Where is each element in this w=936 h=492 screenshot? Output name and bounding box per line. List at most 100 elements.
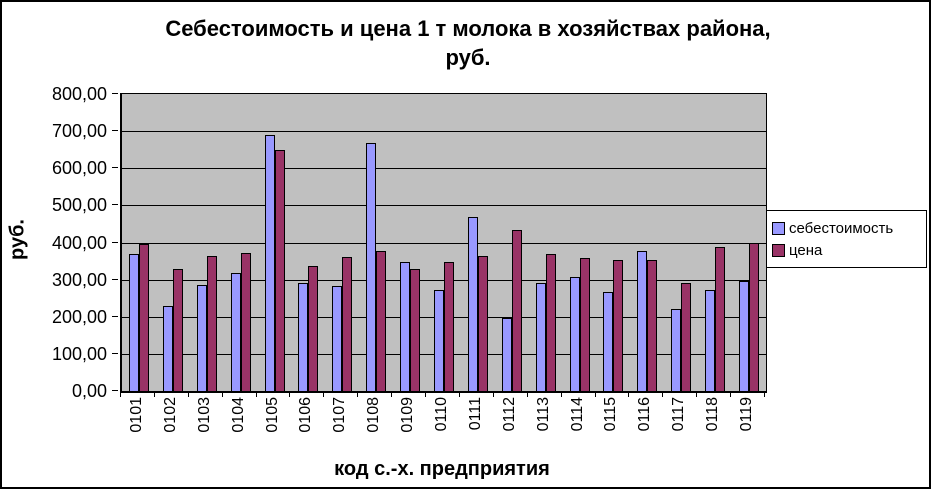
bar-sebestoimost-0109[interactable] — [400, 261, 411, 391]
y-tick — [112, 167, 118, 169]
bar-cena-0119[interactable] — [748, 242, 759, 391]
x-tick-label: 0101 — [127, 397, 145, 433]
x-axis-title: код с.-х. предприятия — [334, 458, 550, 480]
gridline — [122, 205, 766, 207]
x-tick — [458, 391, 460, 397]
y-tick — [112, 352, 118, 354]
x-tick — [526, 391, 528, 397]
x-tick — [221, 391, 223, 397]
bar-sebestoimost-0111[interactable] — [467, 216, 478, 391]
bar-group-0118 — [698, 94, 732, 391]
bar-cena-0112[interactable] — [511, 230, 522, 391]
gridline — [122, 168, 766, 170]
x-tick-label: 0108 — [365, 397, 383, 433]
chart-title: Себестоимость и цена 1 т молока в хозяйс… — [0, 14, 936, 72]
x-tick-label: 0111 — [466, 397, 484, 431]
x-tick-label-cell: 0110 — [425, 397, 459, 455]
bar-group-0114 — [563, 94, 597, 391]
bar-group-0117 — [664, 94, 698, 391]
bar-cena-0102[interactable] — [172, 268, 183, 391]
bar-cena-0104[interactable] — [240, 253, 251, 391]
x-tick — [323, 391, 325, 397]
bar-group-0102 — [156, 94, 190, 391]
bar-sebestoimost-0119[interactable] — [738, 281, 749, 391]
y-tick-label: 600,00 — [51, 158, 107, 179]
bar-cena-0103[interactable] — [206, 255, 217, 391]
x-tick-label-cell: 0107 — [323, 397, 357, 455]
bar-sebestoimost-0118[interactable] — [705, 290, 716, 391]
bar-sebestoimost-0101[interactable] — [128, 253, 139, 391]
x-tick-label: 0112 — [500, 397, 518, 432]
bar-cena-0109[interactable] — [410, 268, 421, 391]
plot-area[interactable] — [120, 93, 767, 393]
x-tick-label: 0115 — [602, 397, 620, 432]
bar-sebestoimost-0104[interactable] — [230, 272, 241, 391]
bars-container — [122, 94, 766, 391]
bar-group-0101 — [122, 94, 156, 391]
x-tick-label: 0103 — [195, 397, 213, 433]
x-tick-label: 0102 — [161, 397, 179, 433]
bar-group-0105 — [258, 94, 292, 391]
x-tick — [391, 391, 393, 397]
bar-cena-0105[interactable] — [274, 150, 285, 391]
bar-sebestoimost-0115[interactable] — [603, 291, 614, 391]
bar-sebestoimost-0106[interactable] — [298, 283, 309, 391]
y-tick-label: 300,00 — [51, 269, 107, 290]
bar-group-0106 — [291, 94, 325, 391]
bar-group-0119 — [732, 94, 766, 391]
bar-cena-0115[interactable] — [613, 260, 624, 391]
x-tick — [289, 391, 291, 397]
x-tick-label-cell: 0111 — [459, 397, 493, 455]
x-tick-label: 0119 — [737, 397, 755, 432]
bar-group-0109 — [393, 94, 427, 391]
bar-cena-0116[interactable] — [647, 259, 658, 391]
bar-cena-0114[interactable] — [579, 258, 590, 391]
x-tick — [153, 391, 155, 397]
bar-cena-0107[interactable] — [342, 256, 353, 391]
bar-sebestoimost-0110[interactable] — [433, 289, 444, 391]
x-tick-label-cell: 0105 — [256, 397, 290, 455]
x-tick-label-cell: 0102 — [154, 397, 188, 455]
legend-label-sebestoimost: себестоимость — [789, 219, 894, 237]
y-tick — [112, 390, 118, 391]
x-tick-label: 0113 — [534, 397, 552, 432]
y-tick-label: 700,00 — [51, 121, 107, 142]
x-tick-label: 0105 — [263, 397, 281, 433]
bar-cena-0106[interactable] — [308, 266, 319, 391]
legend-item-sebestoimost[interactable]: себестоимость — [772, 220, 926, 237]
y-tick-label: 800,00 — [51, 84, 107, 104]
bar-cena-0118[interactable] — [715, 247, 726, 391]
bar-sebestoimost-0105[interactable] — [264, 135, 275, 391]
bar-sebestoimost-0103[interactable] — [196, 284, 207, 391]
bar-group-0108 — [359, 94, 393, 391]
bar-group-0115 — [596, 94, 630, 391]
bar-sebestoimost-0113[interactable] — [535, 282, 546, 391]
bar-sebestoimost-0117[interactable] — [671, 309, 682, 391]
legend-swatch-cena — [772, 243, 785, 257]
bar-sebestoimost-0116[interactable] — [637, 250, 648, 391]
bar-sebestoimost-0102[interactable] — [162, 305, 173, 391]
bar-group-0104 — [224, 94, 258, 391]
bar-sebestoimost-0108[interactable] — [366, 143, 377, 391]
bar-cena-0117[interactable] — [681, 283, 692, 391]
bar-cena-0110[interactable] — [443, 261, 454, 391]
x-tick — [560, 391, 562, 397]
bar-cena-0113[interactable] — [545, 253, 556, 391]
x-tick-label-cell: 0109 — [391, 397, 425, 455]
x-tick-label-cell: 0104 — [222, 397, 256, 455]
legend[interactable]: себестоимость цена — [766, 210, 927, 268]
bar-cena-0101[interactable] — [138, 243, 149, 391]
bar-sebestoimost-0112[interactable] — [501, 318, 512, 391]
bar-sebestoimost-0114[interactable] — [569, 277, 580, 391]
y-tick-label: 0,00 — [71, 381, 107, 401]
x-tick-label-cell: 0115 — [594, 397, 628, 455]
bar-cena-0111[interactable] — [477, 255, 488, 391]
x-tick-label: 0107 — [331, 397, 349, 433]
x-tick — [628, 391, 630, 397]
legend-item-cena[interactable]: цена — [772, 242, 926, 259]
bar-group-0113 — [529, 94, 563, 391]
x-tick-label: 0114 — [568, 397, 586, 432]
bar-sebestoimost-0107[interactable] — [332, 285, 343, 391]
bar-cena-0108[interactable] — [376, 251, 387, 391]
